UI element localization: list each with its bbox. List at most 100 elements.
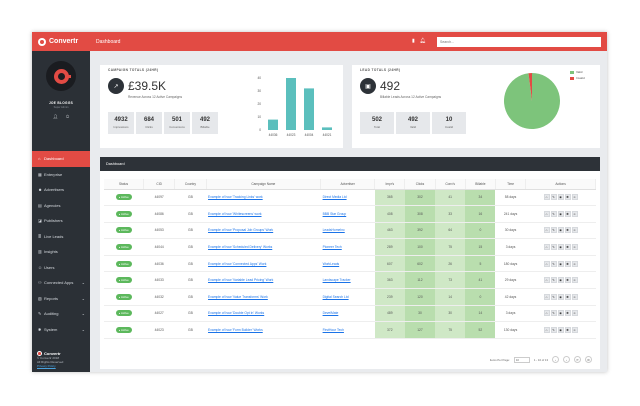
edit-icon[interactable]: ✎ <box>550 293 557 300</box>
column-header[interactable]: Billable <box>465 179 496 190</box>
sidebar-item-connected-apps[interactable]: ⚇ Connected Apps ⌄ <box>32 275 90 291</box>
bar-44023[interactable] <box>286 78 296 130</box>
advertiser-link[interactable]: Digital Search Ltd <box>320 288 375 306</box>
home-icon[interactable]: ⌂ <box>543 293 550 300</box>
edit-icon[interactable]: ✎ <box>550 260 557 267</box>
campaign-name-link[interactable]: Example of how 'Variable Lead Pricing' W… <box>206 271 321 290</box>
advertiser-link[interactable]: LeadsHomeInc <box>320 222 375 240</box>
view-icon[interactable]: ◉ <box>557 210 564 217</box>
edit-icon[interactable]: ✎ <box>550 310 557 317</box>
user-icon[interactable]: ☺ <box>571 227 578 234</box>
home-icon[interactable]: ⌂ <box>543 210 550 217</box>
settings-icon[interactable]: ✱ <box>564 194 571 201</box>
settings-icon[interactable]: ✱ <box>564 310 571 317</box>
pie-slice-invalid[interactable] <box>528 73 532 101</box>
campaign-name-link[interactable]: Example of how 'Whitescreens' work <box>206 205 321 223</box>
bell-icon[interactable]: 🔔︎ <box>419 38 427 44</box>
campaign-name-link[interactable]: Example of how 'Value Transforms' Work <box>206 288 321 306</box>
prev-page-icon[interactable]: ‹ <box>552 356 559 363</box>
sidebar-item-live-leads[interactable]: ≣ Live Leads <box>32 229 90 245</box>
home-icon[interactable]: ⌂ <box>543 227 550 234</box>
settings-icon[interactable]: ✱ <box>564 210 571 217</box>
settings-icon[interactable]: ✱ <box>564 277 571 284</box>
user-icon[interactable]: ☺ <box>571 277 578 284</box>
column-header[interactable]: Clicks <box>404 179 436 190</box>
power-icon[interactable]: ⏻ <box>65 114 70 119</box>
sidebar-item-dashboard[interactable]: ⌂ Dashboard <box>32 151 90 167</box>
home-icon[interactable]: ⌂ <box>543 277 550 284</box>
search-input[interactable] <box>437 37 601 47</box>
user-icon[interactable]: ☺ <box>571 194 578 201</box>
view-icon[interactable]: ◉ <box>557 227 564 234</box>
settings-icon[interactable]: ✱ <box>564 327 571 334</box>
user-icon[interactable]: ☺ <box>571 244 578 251</box>
user-icon[interactable]: ☺ <box>571 260 578 267</box>
view-icon[interactable]: ◉ <box>557 260 564 267</box>
view-icon[interactable]: ◉ <box>557 293 564 300</box>
advertiser-link[interactable]: FirstHour Tech <box>320 321 375 339</box>
user-icon[interactable]: ☺ <box>571 293 578 300</box>
bar-44021[interactable] <box>322 127 332 130</box>
items-per-page-select[interactable]: 10 <box>513 356 530 363</box>
sidebar-item-users[interactable]: ☺ Users <box>32 260 90 276</box>
column-header[interactable]: Impr's <box>374 179 406 190</box>
column-header[interactable]: Conv's <box>435 179 466 190</box>
settings-icon[interactable]: ⚙ <box>585 356 592 363</box>
settings-icon[interactable]: ✱ <box>564 260 571 267</box>
campaign-name-link[interactable]: Example of how 'Scheduled Delivery' Work… <box>206 238 321 256</box>
edit-icon[interactable]: ✎ <box>550 194 557 201</box>
sidebar-item-agencies[interactable]: ▤ Agencies <box>32 198 90 214</box>
user-icon[interactable]: ☺ <box>571 327 578 334</box>
bar-44036[interactable] <box>268 119 278 130</box>
advertiser-link[interactable]: DevelMate <box>320 305 375 323</box>
user-icon[interactable]: ☺ <box>571 210 578 217</box>
bar-44004[interactable] <box>304 88 314 130</box>
campaign-name-link[interactable]: Example of how 'Form Builder' Works <box>206 321 321 339</box>
column-header[interactable]: CID <box>143 179 176 190</box>
view-icon[interactable]: ◉ <box>557 244 564 251</box>
sidebar-item-reports[interactable]: ▧ Reports ⌄ <box>32 291 90 307</box>
view-icon[interactable]: ◉ <box>557 310 564 317</box>
edit-icon[interactable]: ✎ <box>550 277 557 284</box>
advertiser-link[interactable]: Landscape Tracker <box>320 271 375 290</box>
sidebar-item-publishers[interactable]: ◪ Publishers <box>32 213 90 229</box>
column-header[interactable]: Actions <box>525 179 596 190</box>
campaign-name-link[interactable]: Example of how 'Proposal Job Groups' Wor… <box>206 222 321 240</box>
column-header[interactable]: Country <box>174 179 207 190</box>
refresh-icon[interactable]: ⟳ <box>574 356 581 363</box>
campaign-name-link[interactable]: Example of how 'Connected Apps' Work <box>206 255 321 273</box>
column-header[interactable]: Advertiser <box>320 179 376 190</box>
home-icon[interactable]: ⌂ <box>543 194 550 201</box>
advertiser-link[interactable]: Pioneer Tech <box>320 238 375 256</box>
campaign-name-link[interactable]: Example of how 'Tracking Links' work <box>206 189 321 207</box>
home-icon[interactable]: ⌂ <box>543 327 550 334</box>
settings-icon[interactable]: ✱ <box>564 293 571 300</box>
view-icon[interactable]: ◉ <box>557 277 564 284</box>
advertiser-link[interactable]: BBB Star Group <box>320 205 375 223</box>
profile-icon[interactable]: 👤︎ <box>52 114 58 119</box>
sidebar-item-insights[interactable]: ▥ Insights <box>32 244 90 260</box>
home-icon[interactable]: ⌂ <box>543 244 550 251</box>
column-header[interactable]: Status <box>104 179 145 190</box>
settings-icon[interactable]: ✱ <box>564 227 571 234</box>
sidebar-item-auditing[interactable]: ✎ Auditing ⌄ <box>32 306 90 322</box>
clipboard-icon[interactable]: ▮ <box>412 38 415 44</box>
column-header[interactable]: Time <box>495 179 527 190</box>
advertiser-link[interactable]: Direct Media Ltd <box>320 189 375 207</box>
user-icon[interactable]: ☺ <box>571 310 578 317</box>
sidebar-item-enterprise[interactable]: ▦ Enterprise <box>32 167 90 183</box>
sidebar-item-advertisers[interactable]: ☻ Advertisers <box>32 182 90 198</box>
home-icon[interactable]: ⌂ <box>543 260 550 267</box>
view-icon[interactable]: ◉ <box>557 194 564 201</box>
home-icon[interactable]: ⌂ <box>543 310 550 317</box>
view-icon[interactable]: ◉ <box>557 327 564 334</box>
sidebar-item-system[interactable]: ✱ System ⌄ <box>32 322 90 338</box>
campaign-name-link[interactable]: Example of how 'Double Opt In' Works <box>206 305 321 323</box>
settings-icon[interactable]: ✱ <box>564 244 571 251</box>
privacy-policy-link[interactable]: Privacy Policy <box>37 364 56 368</box>
advertiser-link[interactable]: WorkLeads <box>320 255 375 273</box>
edit-icon[interactable]: ✎ <box>550 210 557 217</box>
column-header[interactable]: Campaign Name <box>206 179 322 190</box>
edit-icon[interactable]: ✎ <box>550 327 557 334</box>
edit-icon[interactable]: ✎ <box>550 244 557 251</box>
